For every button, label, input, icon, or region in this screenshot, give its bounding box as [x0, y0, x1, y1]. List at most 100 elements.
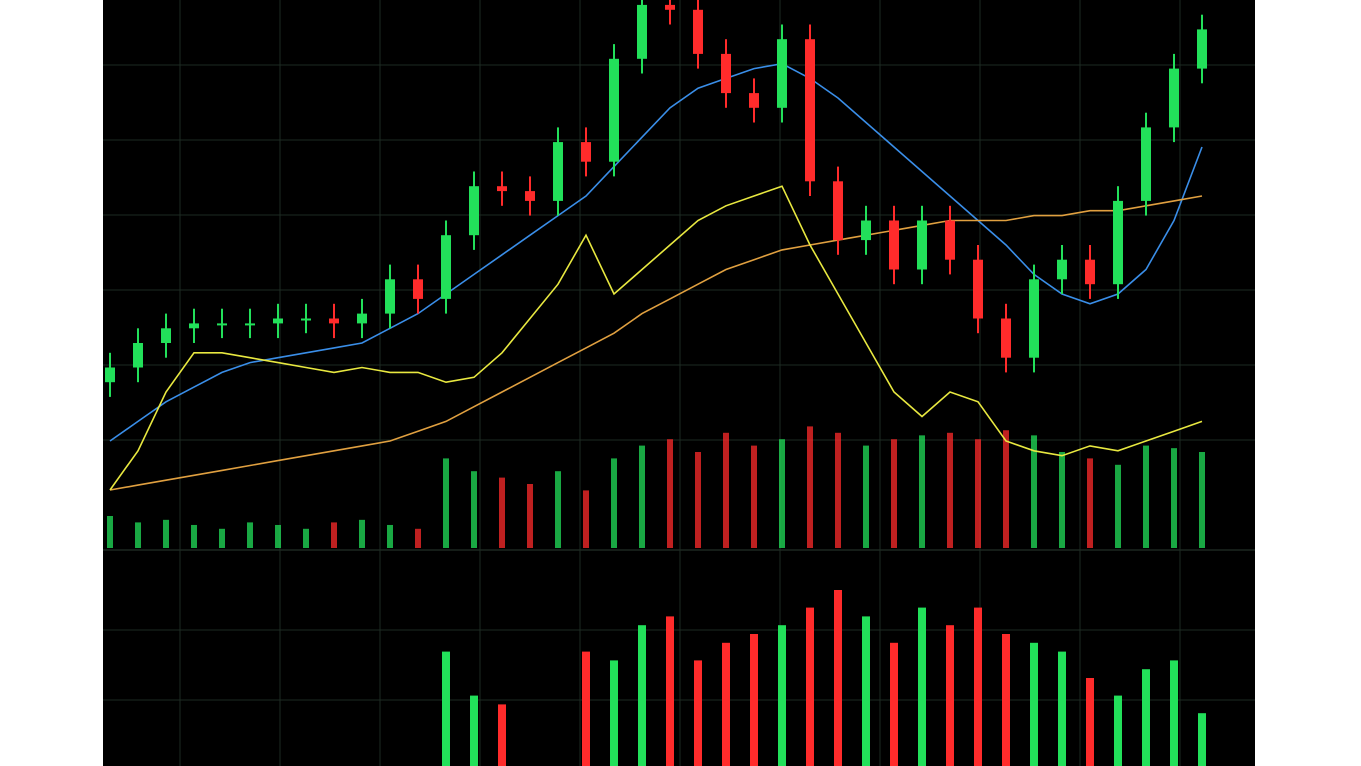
screen [103, 0, 1255, 766]
volume-bar [275, 524, 281, 548]
candle-body [1197, 29, 1207, 69]
histogram-bar [834, 590, 842, 766]
volume-bar [163, 519, 169, 548]
candle-body [105, 367, 115, 383]
volume-bar [1199, 452, 1205, 548]
histogram-bar [442, 651, 450, 766]
candle-body [553, 142, 563, 201]
candle-body [973, 259, 983, 319]
volume-bar [1059, 452, 1065, 548]
candle-body [525, 191, 535, 201]
candle-body [357, 313, 367, 324]
histogram-bar [1198, 713, 1206, 766]
histogram-bar [1114, 695, 1122, 766]
histogram-bar [750, 634, 758, 766]
volume-bar [387, 524, 393, 548]
volume-bar [611, 458, 617, 548]
histogram-bar [470, 695, 478, 766]
candle-body [861, 220, 871, 241]
volume-bar [723, 432, 729, 548]
moving-average [109, 62, 1203, 442]
volume-bar [835, 432, 841, 548]
candle-body [301, 318, 311, 321]
histogram-bar [1002, 634, 1010, 766]
histogram-bar [974, 607, 982, 766]
volume-bar [471, 471, 477, 548]
histogram-bar [694, 660, 702, 766]
volume-bar [583, 490, 589, 548]
candle-body [1141, 127, 1151, 201]
volume-bar [947, 432, 953, 548]
histogram-bar [638, 625, 646, 766]
histogram-bar [862, 616, 870, 766]
candle-body [217, 323, 227, 326]
histogram-bar [778, 625, 786, 766]
candle-body [693, 9, 703, 54]
candle-body [413, 279, 423, 299]
candle-body [945, 220, 955, 260]
candle-body [917, 220, 927, 270]
volume-bar [779, 439, 785, 548]
volume-bar [443, 458, 449, 548]
candle-body [329, 318, 339, 324]
candle-body [385, 279, 395, 314]
volume-bar [1031, 435, 1037, 548]
volume-bar [919, 435, 925, 548]
volume-bar [107, 516, 113, 548]
candle-body [1029, 279, 1039, 358]
grid [103, 0, 1255, 766]
candle-body [1001, 318, 1011, 358]
moving-average [109, 185, 1203, 491]
histogram-bar [498, 704, 506, 766]
volume-bar [863, 445, 869, 548]
candle-body [133, 343, 143, 368]
volume-bar [135, 522, 141, 548]
histogram-bar [1058, 651, 1066, 766]
volume-bar [191, 524, 197, 548]
candle-body [777, 39, 787, 108]
candle-body [889, 220, 899, 270]
histogram-bar [890, 642, 898, 766]
candle-body [721, 53, 731, 94]
volume-bar [527, 484, 533, 548]
volume-bar [219, 528, 225, 548]
candle-body [497, 186, 507, 192]
volume-bar [1171, 448, 1177, 548]
volume-bar [331, 522, 337, 548]
candle-body [1113, 200, 1123, 285]
volume-bar [1003, 430, 1009, 548]
candle-body [581, 142, 591, 162]
volume-bar [975, 439, 981, 548]
volume-bar [639, 445, 645, 548]
histogram-bar [582, 651, 590, 766]
candle-body [161, 328, 171, 343]
candle-body [833, 181, 843, 241]
volume-bar [415, 528, 421, 548]
volume-bar [667, 439, 673, 548]
candle-body [469, 186, 479, 236]
histogram-bar [1170, 660, 1178, 766]
volume-bar [555, 471, 561, 548]
histogram-bar [1030, 642, 1038, 766]
candle-body [609, 58, 619, 162]
volume-bar [1143, 445, 1149, 548]
candle-body [637, 4, 647, 59]
candle-body [245, 323, 255, 326]
candle-body [1085, 259, 1095, 285]
volume-bar [695, 452, 701, 548]
histogram-bar [806, 607, 814, 766]
candle-body [189, 323, 199, 329]
candle-body [273, 318, 283, 324]
volume-bar [1087, 458, 1093, 548]
histogram-bar [918, 607, 926, 766]
volume-bar [303, 528, 309, 548]
volume-bar [751, 445, 757, 548]
histogram-bar [1086, 678, 1094, 766]
volume-bar [807, 426, 813, 548]
candle-body [665, 4, 675, 10]
candle-body [441, 235, 451, 299]
volume-bar [359, 519, 365, 548]
histogram-bar [666, 616, 674, 766]
histogram-bar [1142, 669, 1150, 766]
histogram-bar [946, 625, 954, 766]
